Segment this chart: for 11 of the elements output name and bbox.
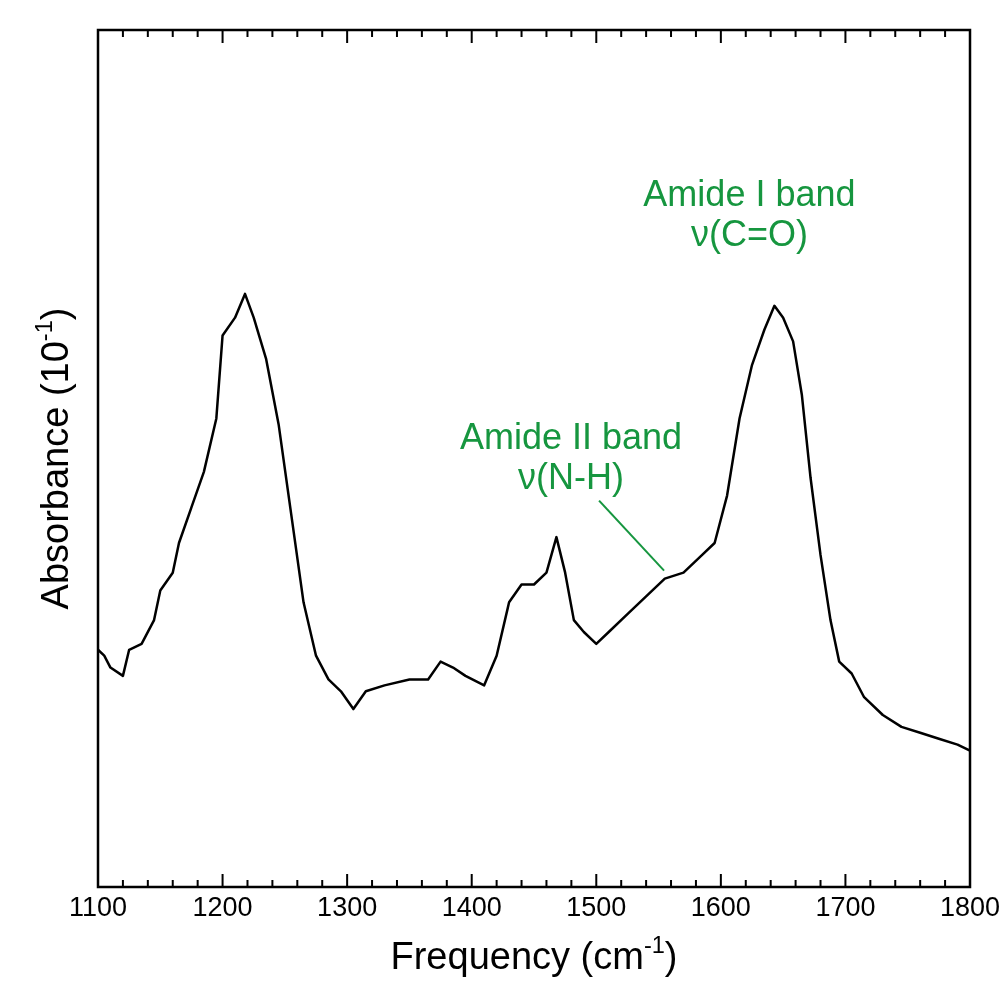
x-tick-label: 1300 xyxy=(317,891,378,922)
x-tick-label: 1700 xyxy=(815,891,876,922)
x-tick-label: 1100 xyxy=(68,891,128,922)
x-tick-label: 1200 xyxy=(192,891,253,922)
annotation: Amide II band ν(N-H) xyxy=(459,415,683,497)
x-tick-label: 1400 xyxy=(441,891,502,922)
x-tick-label: 1600 xyxy=(690,891,751,922)
annotation: Amide I band ν(C=O) xyxy=(643,172,856,254)
y-axis-title: Absorbance (10-1) xyxy=(31,307,76,610)
x-tick-label: 1800 xyxy=(939,891,1001,922)
x-tick-label: 1500 xyxy=(566,891,627,922)
